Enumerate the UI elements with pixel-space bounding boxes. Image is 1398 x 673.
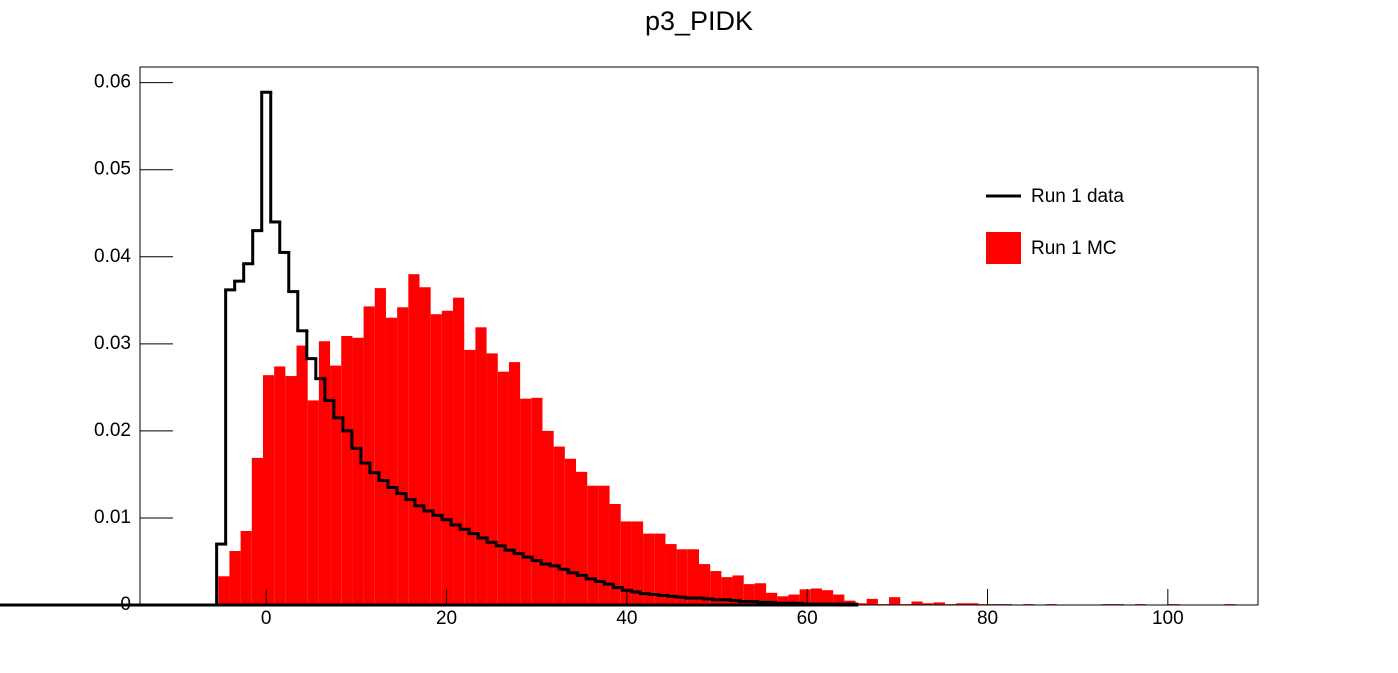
histogram-bar bbox=[743, 584, 755, 605]
legend-label: Run 1 data bbox=[1031, 186, 1124, 207]
y-tick-label: 0.05 bbox=[94, 159, 131, 180]
x-tick-label: 40 bbox=[616, 608, 637, 629]
histogram-bar bbox=[262, 375, 275, 605]
histogram-bar bbox=[821, 590, 834, 605]
histogram-bar bbox=[520, 398, 532, 605]
histogram-bar bbox=[251, 457, 263, 605]
histogram-bar bbox=[576, 471, 588, 605]
histogram-bar bbox=[889, 597, 901, 605]
plot-frame bbox=[139, 66, 1259, 606]
histogram-bar bbox=[788, 594, 800, 605]
histogram-bar bbox=[553, 446, 565, 605]
histogram-bar bbox=[497, 371, 509, 605]
histogram-bar bbox=[676, 549, 688, 605]
histogram-bar bbox=[352, 337, 364, 605]
histogram-bar bbox=[419, 287, 431, 605]
histogram-bar bbox=[508, 362, 521, 605]
y-tick-label: 0.04 bbox=[94, 246, 131, 267]
histogram-bar bbox=[229, 551, 241, 605]
histogram-bar bbox=[956, 603, 968, 605]
histogram-bar bbox=[296, 345, 308, 605]
histogram-bar bbox=[408, 274, 420, 605]
histogram-bar bbox=[430, 314, 442, 605]
y-tick-label: 0.01 bbox=[94, 507, 131, 528]
histogram-bar bbox=[967, 603, 979, 605]
histogram-bar bbox=[363, 306, 375, 605]
histogram-bar bbox=[218, 576, 230, 605]
histogram-bar bbox=[274, 366, 286, 605]
histogram-bar bbox=[833, 594, 845, 605]
histogram-bar bbox=[330, 365, 342, 605]
legend-swatch bbox=[986, 232, 1021, 264]
histogram-bar bbox=[721, 577, 733, 605]
histogram-bar bbox=[486, 353, 498, 605]
histogram-bar bbox=[766, 592, 778, 605]
histogram-bar bbox=[240, 531, 252, 605]
histogram-bar bbox=[933, 602, 945, 605]
histogram-bar bbox=[922, 603, 934, 605]
histogram-bar bbox=[810, 588, 822, 605]
histogram-bar bbox=[777, 596, 789, 605]
histogram-bar bbox=[855, 603, 867, 605]
x-tick-label: 20 bbox=[436, 608, 457, 629]
histogram-bar bbox=[699, 564, 711, 605]
x-tick-label: 60 bbox=[797, 608, 818, 629]
histogram-bar bbox=[318, 341, 331, 605]
histogram-bar bbox=[609, 504, 621, 605]
chart-title: p3_PIDK bbox=[645, 6, 753, 36]
histogram-bar bbox=[374, 288, 386, 605]
y-tick-label: 0.03 bbox=[94, 333, 131, 354]
x-tick-label: 80 bbox=[977, 608, 998, 629]
histogram-bar bbox=[620, 521, 632, 605]
x-tick-label: 0 bbox=[261, 608, 272, 629]
histogram-bar bbox=[687, 549, 699, 605]
histogram-bar bbox=[453, 297, 465, 605]
legend-label: Run 1 MC bbox=[1031, 238, 1117, 259]
y-tick-label: 0.02 bbox=[94, 420, 131, 441]
histogram-bar bbox=[307, 400, 319, 605]
histogram-bar bbox=[441, 310, 454, 605]
histogram-bar bbox=[475, 327, 487, 605]
histogram-bar bbox=[587, 485, 599, 605]
histogram-bar bbox=[464, 349, 476, 605]
histogram-bar bbox=[397, 307, 409, 605]
histogram-bar bbox=[799, 589, 811, 605]
histogram-bar bbox=[754, 583, 767, 605]
histogram-bar bbox=[866, 598, 878, 605]
histogram-bar bbox=[643, 533, 655, 605]
histogram-bar bbox=[631, 521, 644, 605]
histogram-bar bbox=[564, 458, 577, 605]
histogram-bar bbox=[542, 430, 554, 605]
y-tick-label: 0 bbox=[120, 594, 131, 615]
histogram-bar bbox=[911, 601, 923, 605]
histogram-bar bbox=[385, 317, 398, 605]
histogram-bar bbox=[732, 575, 744, 605]
histogram-bar bbox=[341, 336, 353, 605]
histogram-bar bbox=[654, 533, 666, 605]
y-tick-label: 0.06 bbox=[94, 72, 131, 93]
x-tick-label: 100 bbox=[1152, 608, 1184, 629]
histogram-bar bbox=[285, 376, 297, 605]
histogram-bar bbox=[598, 485, 610, 605]
histogram-bar bbox=[665, 544, 677, 605]
histogram-bar bbox=[710, 571, 722, 605]
histogram-bar bbox=[531, 397, 543, 605]
